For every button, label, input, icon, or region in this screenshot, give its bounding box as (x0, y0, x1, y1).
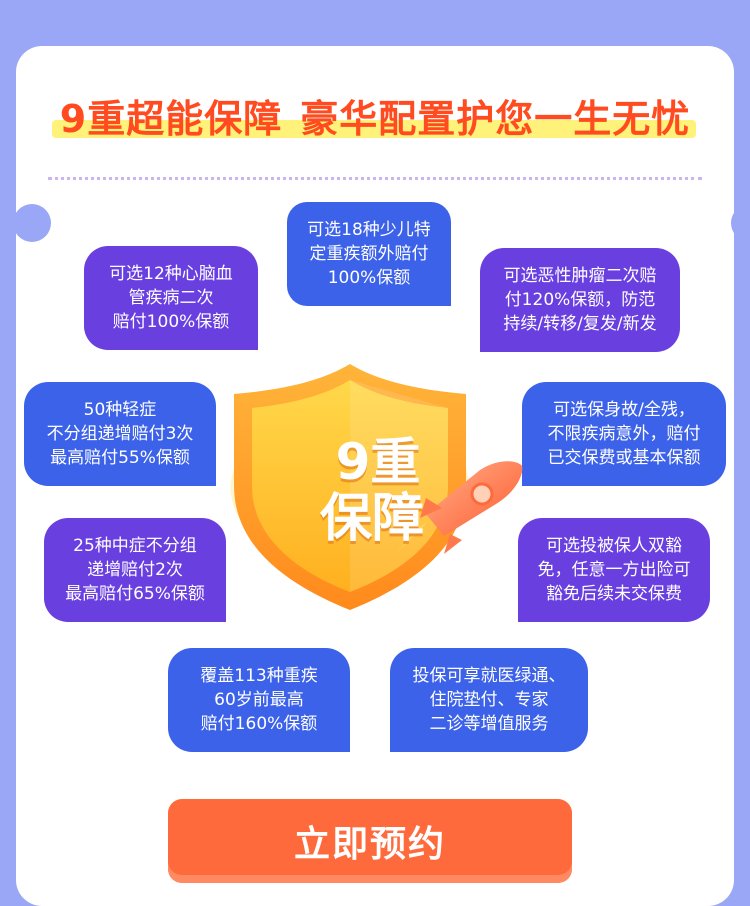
feature-line: 付120%保额，防范 (504, 290, 656, 310)
feature-line: 赔付160%保额 (200, 714, 318, 734)
feature-line: 递增赔付2次 (87, 560, 183, 580)
feature-line: 可选投被保人双豁 (546, 536, 682, 556)
shield-title-line-1: 9重 (335, 433, 421, 491)
feature-malignant-tumor: 可选恶性肿瘤二次赔 付120%保额，防范 持续/转移/复发/新发 (480, 248, 680, 352)
feature-line: 已交保费或基本保额 (547, 448, 701, 468)
book-now-button[interactable]: 立即预约 (168, 799, 572, 883)
feature-line: 不限疾病意外，赔付 (547, 424, 701, 444)
feature-line: 管疾病二次 (128, 288, 214, 308)
feature-death-disability: 可选保身故/全残， 不限疾病意外，赔付 已交保费或基本保额 (522, 382, 726, 486)
shield-icon (230, 364, 523, 610)
feature-line: 不分组递增赔付3次 (46, 424, 194, 444)
feature-line: 定重疾额外赔付 (309, 244, 429, 264)
feature-line: 25种中症不分组 (73, 536, 197, 556)
feature-moderate-illness: 25种中症不分组 递增赔付2次 最高赔付65%保额 (44, 518, 226, 622)
feature-line: 可选18种少儿特 (307, 220, 431, 240)
feature-line: 50种轻症 (83, 400, 157, 420)
feature-line: 二诊等增值服务 (429, 714, 549, 734)
title-part-1: 9重超能保障 (59, 97, 283, 141)
ticket-notch-right (731, 204, 750, 242)
feature-line: 可选12种心脑血 (109, 264, 233, 284)
rocket-icon (396, 461, 523, 554)
title-part-2: 豪华配置护您一生无忧 (300, 97, 691, 141)
feature-line: 持续/转移/复发/新发 (503, 314, 657, 334)
feature-line: 免，任意一方出险可 (537, 560, 691, 580)
feature-line: 覆盖113种重疾 (200, 666, 318, 686)
feature-line: 60岁前最高 (214, 690, 304, 710)
feature-value-added-services: 投保可享就医绿通、 住院垫付、专家 二诊等增值服务 (390, 648, 588, 752)
feature-line: 住院垫付、专家 (429, 690, 549, 710)
feature-mild-illness: 50种轻症 不分组递增赔付3次 最高赔付55%保额 (24, 382, 216, 486)
feature-line: 最高赔付65%保额 (65, 584, 205, 604)
feature-line: 100%保额 (327, 268, 411, 288)
shield-emblem: 9重 保障 (230, 358, 530, 618)
feature-premium-waiver: 可选投被保人双豁 免，任意一方出险可 豁免后续未交保费 (518, 518, 710, 622)
feature-children-critical-illness: 可选18种少儿特 定重疾额外赔付 100%保额 (287, 202, 451, 306)
shield-title-line-2: 保障 (319, 489, 424, 549)
feature-line: 可选保身故/全残， (553, 400, 695, 420)
page-title: 9重超能保障 豪华配置护您一生无忧 (0, 88, 750, 143)
feature-line: 最高赔付55%保额 (50, 448, 190, 468)
feature-line: 投保可享就医绿通、 (412, 666, 566, 686)
feature-line: 可选恶性肿瘤二次赔 (503, 266, 657, 286)
headline-highlight (52, 120, 696, 138)
feature-cardio-cerebrovascular: 可选12种心脑血 管疾病二次 赔付100%保额 (84, 246, 258, 350)
feature-critical-illness-coverage: 覆盖113种重疾 60岁前最高 赔付160%保额 (168, 648, 350, 752)
ticket-notch-left (13, 204, 51, 242)
feature-line: 豁免后续未交保费 (546, 584, 682, 604)
feature-line: 赔付100%保额 (112, 312, 230, 332)
dotted-divider (48, 177, 702, 180)
